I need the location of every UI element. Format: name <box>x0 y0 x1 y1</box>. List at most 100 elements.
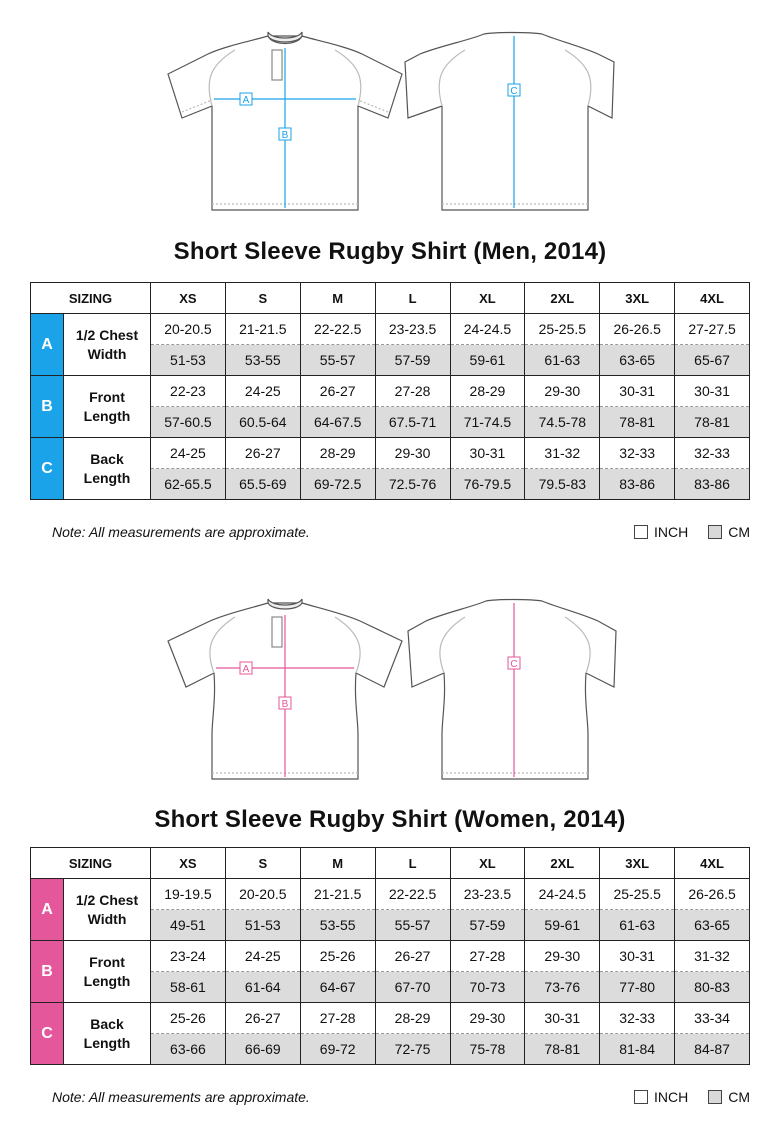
inch-cell: 31-32 <box>674 940 750 972</box>
row-letter: A <box>30 878 64 941</box>
cm-cell: 65.5-69 <box>224 468 301 500</box>
women-label-b: B <box>282 699 289 710</box>
inch-cell: 30-31 <box>599 940 676 972</box>
inch-cell: 23-23.5 <box>449 878 526 910</box>
inch-cell: 23-23.5 <box>374 313 451 345</box>
men-front-labels: A B <box>239 92 292 141</box>
women-front-measure-lines <box>216 615 354 777</box>
size-header: M <box>299 847 376 879</box>
women-label-a: A <box>243 664 250 675</box>
row-letter: C <box>30 1002 64 1065</box>
women-back-shirt <box>407 598 617 780</box>
inch-cell: 27-28 <box>449 940 526 972</box>
inch-cell: 28-29 <box>299 437 376 469</box>
cm-swatch <box>708 1090 723 1104</box>
women-header-row: SIZING XS S M L XL 2XL 3XL 4XL <box>30 847 750 879</box>
men-note: Note: All measurements are approximate. <box>52 524 310 540</box>
inch-swatch <box>633 1090 648 1104</box>
table-row: 49-51 51-53 53-55 55-57 57-59 59-61 61-6… <box>31 909 750 941</box>
row-letter: A <box>30 313 64 376</box>
cm-cell: 61-63 <box>524 344 601 376</box>
inch-cell: 26-27 <box>299 375 376 407</box>
men-sizing-header: SIZING <box>30 282 151 314</box>
inch-swatch <box>633 525 648 539</box>
cm-cell: 80-83 <box>674 971 750 1003</box>
row-letter: B <box>30 375 64 438</box>
inch-cell: 27-28 <box>374 375 451 407</box>
cm-cell: 63-65 <box>599 344 676 376</box>
women-front-shirt <box>167 598 403 780</box>
women-legend: INCH CM <box>633 1089 750 1105</box>
cm-cell: 66-69 <box>224 1033 301 1065</box>
inch-cell: 22-22.5 <box>374 878 451 910</box>
inch-cell: 30-31 <box>674 375 750 407</box>
inch-cell: 22-22.5 <box>299 313 376 345</box>
table-row: 62-65.5 65.5-69 69-72.5 72.5-76 76-79.5 … <box>31 468 750 500</box>
row-label: 1/2 Chest Width <box>63 878 151 941</box>
table-row: A 1/2 Chest Width 19-19.5 20-20.5 21-21.5… <box>30 878 750 941</box>
inch-cell: 25-26 <box>150 1002 226 1034</box>
table-row: 58-61 61-64 64-67 67-70 70-73 73-76 77-8… <box>31 971 750 1003</box>
inch-cell: 25-25.5 <box>599 878 676 910</box>
inch-cell: 25-26 <box>299 940 376 972</box>
inch-cell: 26-26.5 <box>674 878 750 910</box>
cm-cell: 83-86 <box>674 468 750 500</box>
inch-cell: 32-33 <box>599 437 676 469</box>
inch-cell: 29-30 <box>524 940 601 972</box>
women-sizing-header: SIZING <box>30 847 151 879</box>
size-header: XL <box>449 282 526 314</box>
row-label: Front Length <box>63 375 151 438</box>
cm-cell: 61-63 <box>599 909 676 941</box>
men-header-row: SIZING XS S M L XL 2XL 3XL 4XL <box>30 282 750 314</box>
cm-cell: 70-73 <box>449 971 526 1003</box>
size-header: M <box>299 282 376 314</box>
table-row: C Back Length 24-25 26-27 28-29 29-30 30-… <box>30 437 750 500</box>
size-header: S <box>224 847 301 879</box>
inch-cell: 24-25 <box>150 437 226 469</box>
women-size-table: SIZING XS S M L XL 2XL 3XL 4XL A 1/2 Che… <box>30 847 750 1065</box>
men-legend: INCH CM <box>633 524 750 540</box>
table-row: 51-53 53-55 55-57 57-59 59-61 61-63 63-6… <box>31 344 750 376</box>
cm-cell: 53-55 <box>224 344 301 376</box>
cm-cell: 65-67 <box>674 344 750 376</box>
cm-cell: 78-81 <box>599 406 676 438</box>
cm-cell: 57-59 <box>374 344 451 376</box>
cm-cell: 83-86 <box>599 468 676 500</box>
row-letter: C <box>30 437 64 500</box>
cm-cell: 78-81 <box>674 406 750 438</box>
men-label-a: A <box>243 95 250 106</box>
inch-cell: 25-25.5 <box>524 313 601 345</box>
cm-cell: 60.5-64 <box>224 406 301 438</box>
size-header: 4XL <box>674 282 750 314</box>
inch-cell: 29-30 <box>374 437 451 469</box>
inch-cell: 31-32 <box>524 437 601 469</box>
inch-cell: 29-30 <box>449 1002 526 1034</box>
cm-cell: 69-72.5 <box>299 468 376 500</box>
inch-cell: 28-29 <box>374 1002 451 1034</box>
men-section: A B C Short Sleeve Rugby Shirt (Men, 201… <box>30 31 750 540</box>
size-header: XS <box>150 847 226 879</box>
row-letter: B <box>30 940 64 1003</box>
cm-cell: 77-80 <box>599 971 676 1003</box>
cm-cell: 75-78 <box>449 1033 526 1065</box>
cm-cell: 64-67.5 <box>299 406 376 438</box>
inch-cell: 30-31 <box>524 1002 601 1034</box>
cm-cell: 51-53 <box>224 909 301 941</box>
inch-cell: 24-25 <box>224 375 301 407</box>
cm-cell: 67.5-71 <box>374 406 451 438</box>
row-label: 1/2 Chest Width <box>63 313 151 376</box>
inch-cell: 22-23 <box>150 375 226 407</box>
inch-cell: 20-20.5 <box>150 313 226 345</box>
cm-cell: 59-61 <box>449 344 526 376</box>
cm-swatch <box>708 525 723 539</box>
cm-cell: 51-53 <box>150 344 226 376</box>
cm-cell: 49-51 <box>150 909 226 941</box>
cm-cell: 67-70 <box>374 971 451 1003</box>
size-header: XS <box>150 282 226 314</box>
men-back-shirt <box>404 31 615 211</box>
cm-cell: 62-65.5 <box>150 468 226 500</box>
legend-inch-label: INCH <box>653 524 689 540</box>
inch-cell: 24-24.5 <box>524 878 601 910</box>
cm-cell: 55-57 <box>374 909 451 941</box>
cm-cell: 84-87 <box>674 1033 750 1065</box>
